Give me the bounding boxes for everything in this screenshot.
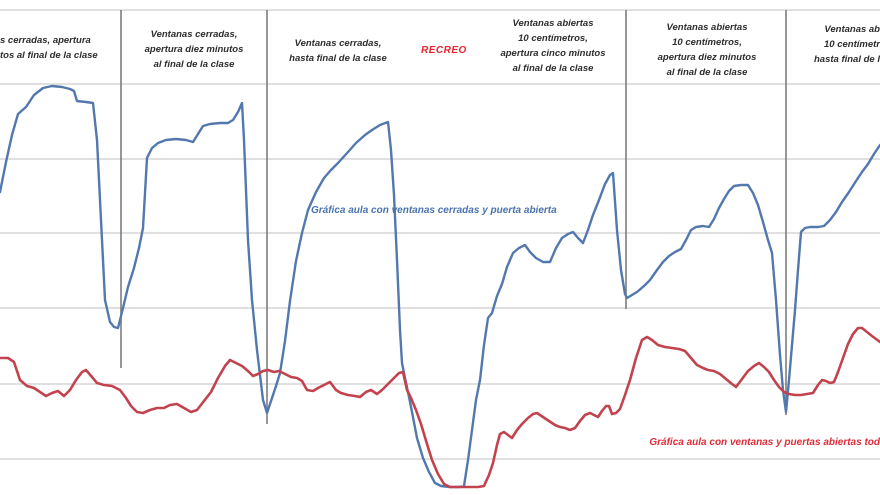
phase-annotation-line: al final de la clase bbox=[153, 59, 235, 70]
phase-annotation-line: hasta final de l bbox=[814, 54, 880, 65]
phase-annotation: Ventanas abiertas 10 centímetros, apertura… bbox=[478, 16, 628, 76]
phase-annotation: Ventanas cerradas, apertura diez minutos a… bbox=[124, 27, 264, 72]
phase-annotation-line: Ventanas abiertas bbox=[666, 22, 748, 33]
phase-annotation-line: Ventanas abiertas bbox=[512, 18, 594, 29]
phase-annotation: Ventanas abiertas 10 centímetros, apertura… bbox=[631, 20, 783, 80]
phase-annotation-line: hasta final de la clase bbox=[289, 53, 387, 64]
phase-annotation-line: Ventanas cerradas, bbox=[150, 29, 238, 40]
series-line-windows-closed bbox=[0, 84, 880, 489]
series-label-windows-closed: Gráfica aula con ventanas cerradas y pue… bbox=[311, 205, 557, 216]
phase-annotation: Ventanas cerradas, hasta final de la clas… bbox=[272, 36, 404, 66]
phase-annotation-line: s cerradas, apertura bbox=[0, 35, 91, 46]
phase-annotation-line: 10 centímetr bbox=[824, 39, 880, 50]
phase-annotation-line: al final de la clase bbox=[666, 67, 748, 78]
series-label-windows-open: Gráfica aula con ventanas y puertas abie… bbox=[649, 437, 880, 448]
phase-annotation-line: Ventanas cerradas, bbox=[294, 38, 382, 49]
phase-annotation-line: al final de la clase bbox=[512, 63, 594, 74]
phase-annotation: s cerradas, apertura tos al final de la c… bbox=[0, 33, 114, 63]
phase-annotation-line: Ventanas ab bbox=[824, 24, 880, 35]
phase-annotation-line: 10 centímetros, bbox=[518, 33, 588, 44]
phase-annotation-line: apertura cinco minutos bbox=[500, 48, 606, 59]
series-line-windows-open bbox=[0, 326, 880, 489]
phase-annotation-line: apertura diez minutos bbox=[657, 52, 757, 63]
phase-annotation-line: 10 centímetros, bbox=[672, 37, 742, 48]
phase-annotation-line: apertura diez minutos bbox=[144, 44, 244, 55]
phase-annotation-line: tos al final de la clase bbox=[0, 50, 98, 61]
phase-annotation: Ventanas ab 10 centímetr hasta final de l bbox=[795, 22, 880, 67]
recreo-label: RECREO bbox=[421, 45, 467, 56]
